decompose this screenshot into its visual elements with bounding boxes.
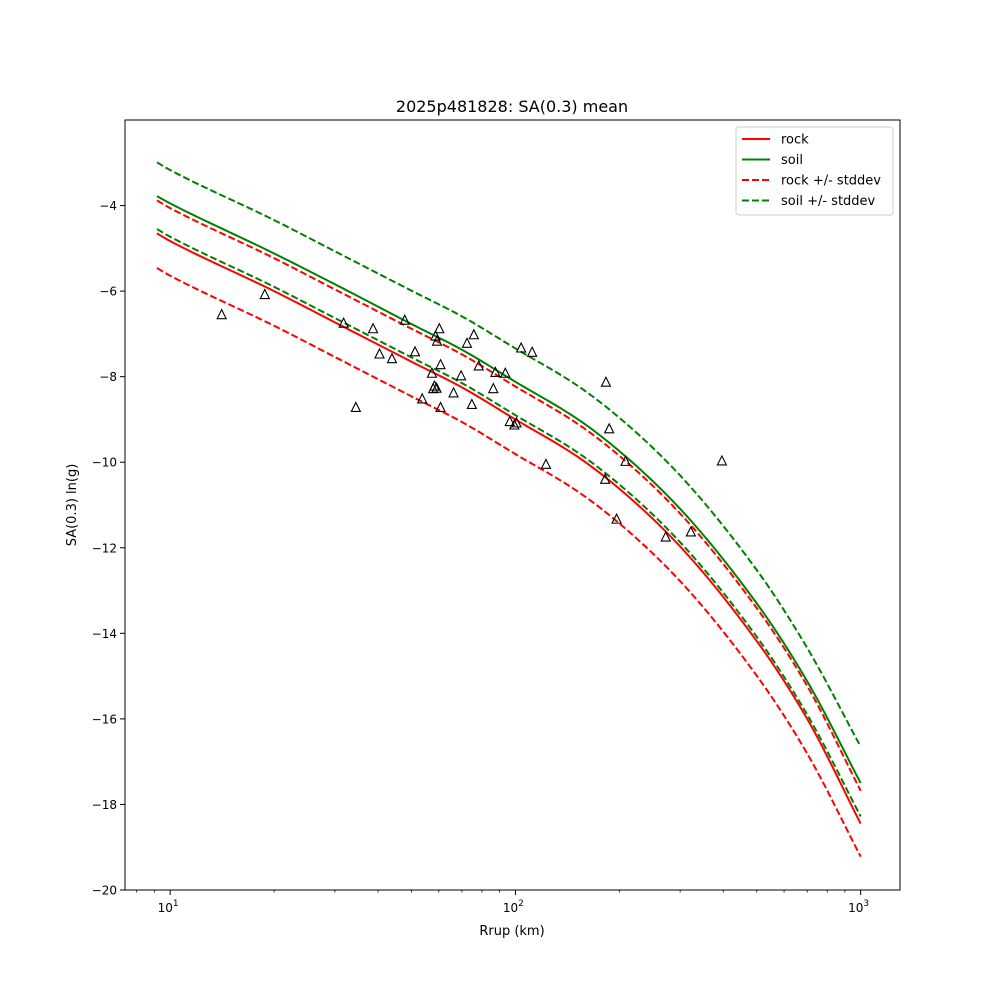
observation-point [468,328,480,340]
observation-point [473,359,485,371]
series-line-3 [156,199,862,792]
legend-label: rock [781,133,809,148]
observation-point [374,347,385,359]
observation-point [455,369,467,381]
observation-point [386,352,398,364]
series-line-4 [156,267,862,858]
observation-point [367,322,379,334]
observation-point [416,392,428,404]
y-tick-label: −6 [99,285,117,299]
observation-point [399,313,411,325]
y-axis-ticks: −4 −6 −8 −10 −12 −14 −16 −18 −20 [92,199,125,898]
observation-point [435,401,446,413]
observation-point [603,422,615,434]
observation-markers [216,288,728,542]
observation-point [508,418,520,430]
y-tick-label: −20 [92,884,117,898]
observation-point [504,415,516,427]
series-line-5 [156,161,862,748]
observation-point [660,530,672,542]
legend-label: soil [781,153,803,168]
observation-point [515,341,527,353]
y-axis-label: SA(0.3) ln(g) [65,464,80,547]
observation-point [448,386,459,398]
observation-point [259,288,271,300]
observation-point [216,308,228,320]
observation-point [350,401,362,413]
legend-label: rock +/- stddev [781,174,881,189]
series-line-2 [156,195,862,784]
observation-point [409,345,421,357]
chart-title: 2025p481828: SA(0.3) mean [396,97,628,116]
observation-point [499,367,511,378]
series-line-6 [156,228,862,817]
y-tick-label: −8 [99,370,117,384]
x-axis-label: Rrup (km) [479,924,544,939]
observation-point [433,322,445,334]
y-tick-label: −4 [99,199,117,213]
x-tick-label: 101 [158,899,179,915]
observation-point [600,376,612,387]
observation-point [431,381,442,393]
observation-point [338,316,349,328]
x-tick-label: 103 [848,899,869,915]
y-tick-label: −10 [92,456,117,470]
observation-point [540,458,552,469]
observation-point [426,367,438,378]
legend-label: soil +/- stddev [781,194,876,209]
observation-point [511,416,522,428]
y-tick-label: −14 [92,627,117,641]
observation-point [435,358,446,370]
y-tick-label: −18 [92,798,117,812]
observation-point [716,454,728,466]
observation-point [429,379,440,391]
axes-frame [124,119,901,891]
plot-area [156,161,862,858]
x-tick-label: 102 [503,899,524,915]
observation-point [487,382,499,394]
y-tick-label: −12 [92,541,117,555]
x-axis-ticks: 101 102 103 [136,890,869,915]
observation-point [526,346,538,357]
observation-point [466,398,478,410]
observation-point [599,473,611,484]
observation-point [461,337,473,348]
legend-box [735,126,894,216]
observation-point [489,366,501,377]
observation-point [685,525,697,537]
observation-point [620,455,631,466]
legend: rock soil rock +/- stddev soil +/- stddev [735,126,894,216]
observation-point [431,334,443,346]
y-tick-label: −16 [92,712,117,726]
series-lines [156,161,862,858]
observation-point [611,512,622,524]
